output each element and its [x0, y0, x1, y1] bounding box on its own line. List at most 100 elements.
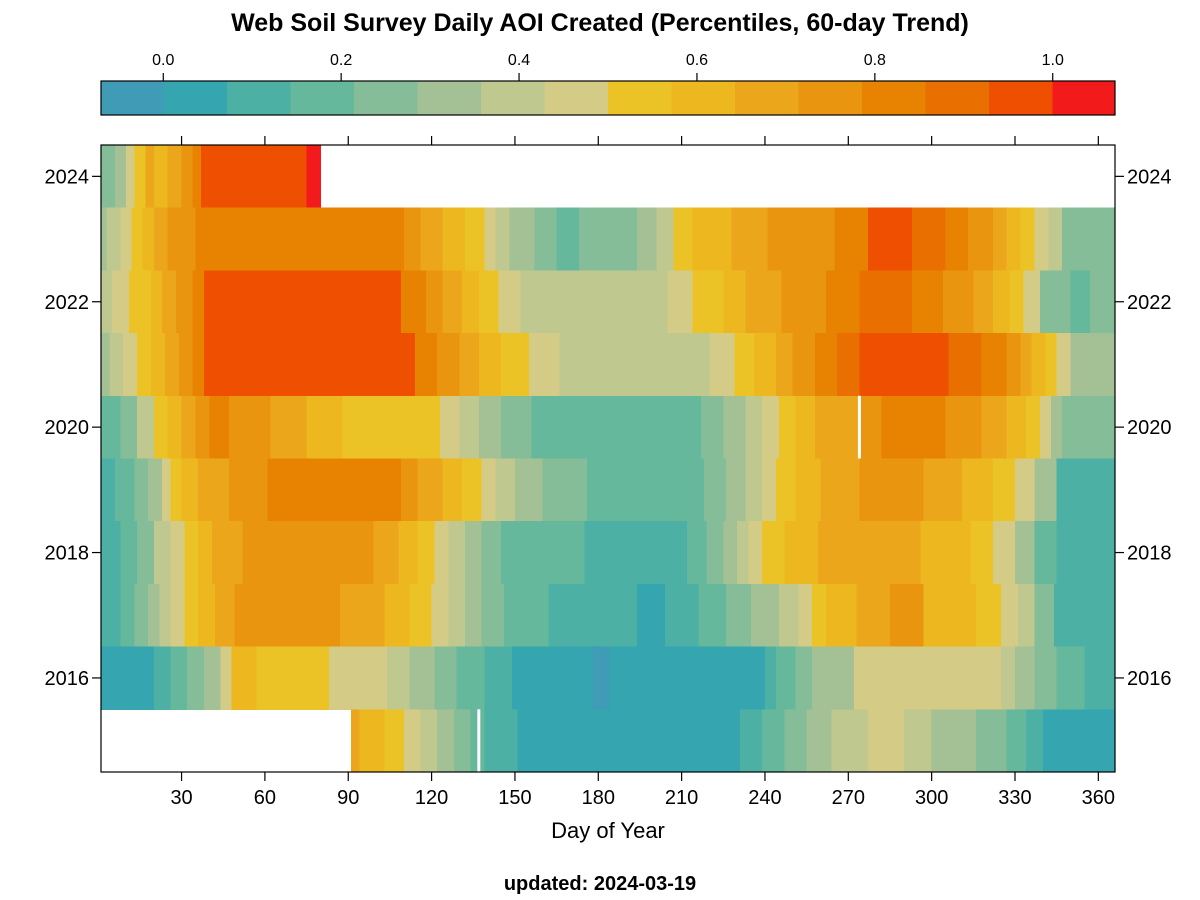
heatmap-cell	[981, 333, 1008, 397]
heatmap-cell	[1056, 646, 1086, 710]
heatmap-cell	[437, 709, 455, 773]
heatmap-cell	[403, 207, 422, 271]
heatmap-cell	[231, 646, 258, 710]
colorbar-tick-label: 1.0	[1042, 52, 1064, 69]
heatmap-cell	[123, 333, 138, 397]
heatmap-cell	[195, 395, 210, 460]
heatmap-cell	[439, 395, 460, 460]
y-tick-label-left: 2022	[45, 292, 90, 314]
heatmap-cell	[764, 646, 777, 710]
heatmap-cell	[101, 646, 155, 710]
heatmap-cell	[912, 270, 944, 334]
heatmap-cell	[417, 521, 435, 585]
colorbar-swatch	[163, 81, 228, 115]
heatmap-cell	[167, 145, 183, 209]
heatmap-cell	[687, 521, 708, 585]
x-tick-label: 210	[665, 787, 698, 809]
chart-title: Web Soil Survey Daily AOI Created (Perce…	[231, 9, 969, 37]
heatmap-cell	[134, 458, 149, 522]
heatmap-cell	[209, 395, 230, 460]
heatmap-cell	[153, 521, 172, 585]
heatmap-cell	[120, 207, 133, 271]
heatmap-cell	[1090, 395, 1116, 460]
colorbar: 0.0 0.2 0.4 0.6 0.8 1.0	[100, 52, 1116, 116]
heatmap-cell	[814, 395, 847, 460]
heatmap-cell	[881, 395, 916, 460]
heatmap-cell	[1039, 270, 1072, 334]
heatmap-cell	[534, 207, 558, 271]
heatmap-cell	[912, 207, 947, 271]
heatmap-cell	[192, 270, 205, 334]
heatmap-cell	[778, 583, 799, 648]
heatmap-cell	[101, 521, 122, 585]
heatmap-cell	[495, 207, 510, 271]
heatmap-cell	[434, 646, 458, 710]
heatmap-cell	[859, 395, 883, 460]
heatmap-cell	[814, 333, 838, 397]
heatmap-cell	[837, 333, 861, 397]
heatmap-cell	[459, 395, 480, 460]
heatmap-cell	[920, 521, 972, 585]
heatmap-cell	[1090, 270, 1116, 334]
heatmap-cell	[401, 270, 427, 334]
heatmap-cell	[542, 458, 588, 522]
heatmap-cell	[256, 646, 330, 710]
heatmap-cell	[384, 583, 410, 648]
heatmap-cell	[795, 458, 822, 522]
plot-border	[100, 144, 1116, 773]
y-tick-label-left: 2018	[45, 543, 90, 565]
heatmap-cell	[164, 333, 180, 397]
heatmap-cell	[162, 270, 177, 334]
heatmap-cell	[1026, 709, 1044, 773]
heatmap-cell	[812, 646, 855, 710]
heatmap-cell	[198, 458, 230, 522]
heatmap-cell	[778, 395, 797, 460]
heatmap-cell	[723, 395, 747, 460]
heatmap-cell	[101, 207, 108, 271]
heatmap-cell	[795, 207, 836, 271]
heatmap-cell	[1084, 646, 1116, 710]
heatmap-cell	[167, 207, 183, 271]
heatmap-cell	[434, 521, 449, 585]
heatmap-cell	[1034, 583, 1055, 648]
heatmap-cell	[101, 333, 110, 397]
x-tick-label: 360	[1082, 787, 1115, 809]
heatmap-cell	[859, 270, 913, 334]
heatmap-cell	[856, 583, 891, 648]
heatmap-cell	[192, 145, 202, 209]
heatmap-cell	[1056, 521, 1116, 585]
heatmap-cell	[1056, 333, 1072, 397]
colorbar-border	[100, 80, 1116, 116]
heatmap-cell	[745, 458, 763, 522]
heatmap-cell	[373, 521, 399, 585]
heatmap-cell	[584, 521, 641, 585]
heatmap-cell	[101, 395, 122, 460]
colorbar-tick-label: 0.6	[686, 52, 708, 69]
heatmap-cell	[948, 333, 983, 397]
heatmap-cell	[867, 207, 913, 271]
heatmap-cell	[148, 583, 160, 648]
heatmap-cell	[692, 270, 724, 334]
heatmap-cell	[453, 709, 472, 773]
heatmap-cell	[1034, 646, 1058, 710]
heatmap-cell	[120, 583, 135, 648]
heatmap-cell	[876, 521, 922, 585]
heatmap-cell	[603, 583, 638, 648]
heatmap-cell	[478, 270, 499, 334]
heatmap-cell	[181, 395, 197, 460]
heatmap-cell	[181, 207, 197, 271]
heatmap-cell	[120, 521, 138, 585]
heatmap-cell	[942, 270, 974, 334]
x-tick-label: 330	[998, 787, 1031, 809]
x-tick-label: 240	[748, 787, 781, 809]
heatmap-cell	[101, 270, 113, 334]
heatmap-cell	[162, 458, 172, 522]
heatmap-cell	[220, 646, 233, 710]
colorbar-tick-label: 0.8	[864, 52, 886, 69]
heatmap-cell	[151, 270, 163, 334]
heatmap-cell	[945, 395, 983, 460]
heatmap-cell	[745, 395, 763, 460]
heatmap-cell	[992, 270, 1011, 334]
x-tick-label: 150	[498, 787, 531, 809]
heatmap-cell	[403, 709, 422, 773]
